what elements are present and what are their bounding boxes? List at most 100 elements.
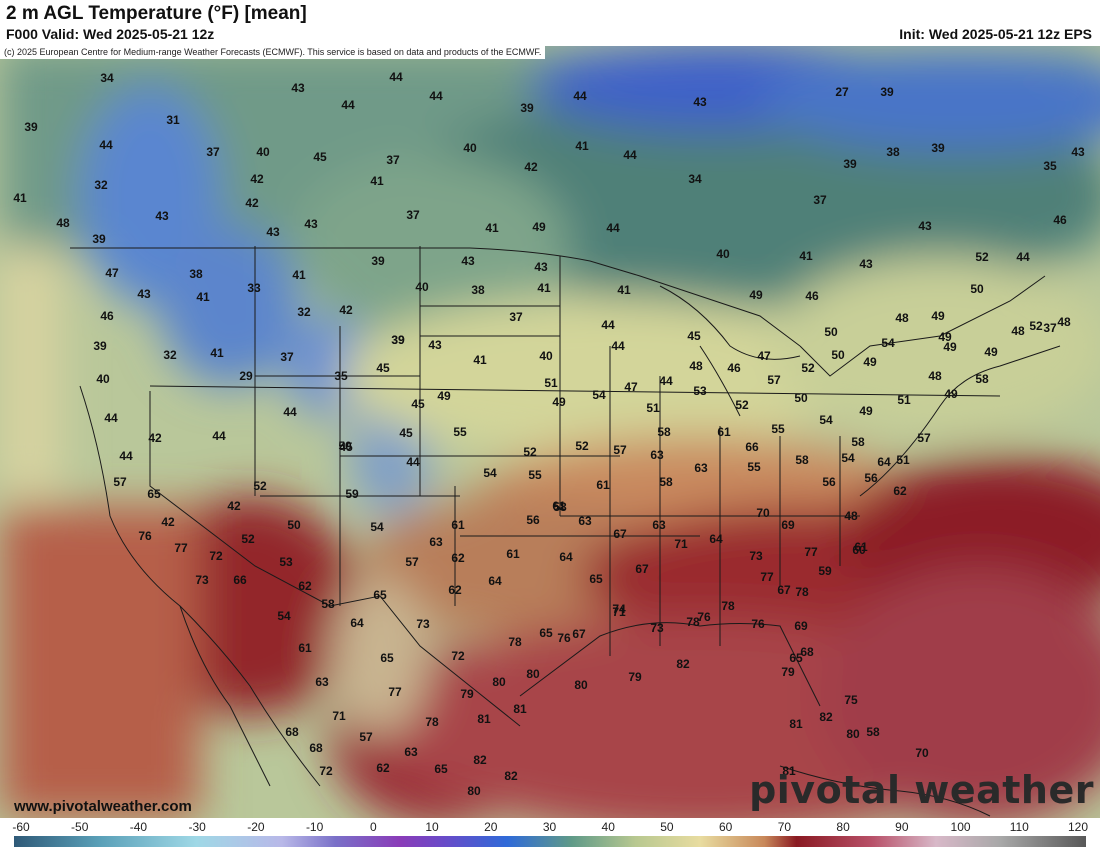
- temperature-value-label: 51: [646, 401, 660, 415]
- temperature-value-label: 40: [96, 372, 110, 386]
- temperature-value-label: 41: [617, 283, 631, 297]
- temperature-value-label: 62: [298, 579, 312, 593]
- color-scale: -60 -50 -40 -30 -20 -10 0 10 20 30 40 50 60 70 80 90 100…: [0, 818, 1100, 850]
- temperature-value-label: 49: [931, 309, 945, 323]
- temperature-value-label: 41: [292, 268, 306, 282]
- temperature-value-label: 53: [693, 384, 707, 398]
- temperature-value-label: 72: [209, 549, 223, 563]
- temperature-value-label: 44: [341, 98, 355, 112]
- temperature-map: 34 44 43 44 44 44 39 43 27 39 39 31 44 37 40 45 40 41 44 37…: [0, 46, 1100, 818]
- temperature-value-label: 71: [612, 605, 626, 619]
- temperature-value-label: 40: [415, 280, 429, 294]
- temperature-value-label: 45: [399, 426, 413, 440]
- temperature-value-label: 38: [189, 267, 203, 281]
- temperature-value-label: 68: [285, 725, 299, 739]
- temperature-value-label: 64: [709, 532, 723, 546]
- temperature-value-label: 39: [880, 85, 894, 99]
- temperature-value-label: 57: [405, 555, 419, 569]
- temperature-value-label: 78: [721, 599, 735, 613]
- temperature-value-label: 49: [984, 345, 998, 359]
- temperature-value-label: 42: [250, 172, 264, 186]
- temperature-value-label: 43: [1071, 145, 1085, 159]
- temperature-value-label: 62: [376, 761, 390, 775]
- temperature-value-label: 39: [843, 157, 857, 171]
- temperature-value-label: 33: [247, 281, 261, 295]
- temperature-value-label: 61: [552, 499, 566, 513]
- temperature-value-label: 64: [877, 455, 891, 469]
- temperature-value-label: 55: [528, 468, 542, 482]
- temperature-value-label: 57: [359, 730, 373, 744]
- temperature-value-label: 60: [852, 543, 866, 557]
- temperature-value-label: 78: [508, 635, 522, 649]
- temperature-value-label: 77: [388, 685, 402, 699]
- temperature-value-label: 48: [844, 509, 858, 523]
- color-scale-tick-label: 100: [950, 820, 971, 834]
- temperature-value-label: 63: [429, 535, 443, 549]
- temperature-value-label: 50: [338, 439, 352, 453]
- website-link[interactable]: www.pivotalweather.com: [14, 798, 192, 815]
- temperature-value-label: 46: [805, 289, 819, 303]
- temperature-value-label: 62: [448, 583, 462, 597]
- temperature-value-label: 46: [1053, 213, 1067, 227]
- temperature-value-label: 39: [931, 141, 945, 155]
- temperature-value-label: 67: [777, 583, 791, 597]
- temperature-value-label: 61: [506, 547, 520, 561]
- temperature-value-label: 40: [256, 145, 270, 159]
- temperature-value-label: 39: [371, 254, 385, 268]
- temperature-value-label: 58: [975, 372, 989, 386]
- temperature-value-label: 77: [760, 570, 774, 584]
- temperature-value-label: 41: [196, 290, 210, 304]
- temperature-value-label: 44: [606, 221, 620, 235]
- temperature-value-label: 61: [596, 478, 610, 492]
- temperature-value-label: 54: [841, 451, 855, 465]
- temperature-value-label: 46: [727, 361, 741, 375]
- temperature-value-label: 77: [804, 545, 818, 559]
- temperature-value-label: 39: [520, 101, 534, 115]
- temperature-value-label: 66: [233, 573, 247, 587]
- temperature-value-label: 44: [659, 374, 673, 388]
- temperature-value-label: 43: [428, 338, 442, 352]
- temperature-value-label: 39: [24, 120, 38, 134]
- temperature-value-label: 80: [846, 727, 860, 741]
- temperature-value-label: 79: [460, 687, 474, 701]
- color-scale-tick-label: 10: [425, 820, 439, 834]
- temperature-value-label: 67: [572, 627, 586, 641]
- temperature-value-label: 51: [896, 453, 910, 467]
- temperature-value-label: 49: [943, 340, 957, 354]
- color-scale-tick-label: 120: [1067, 820, 1089, 834]
- temperature-value-label: 65: [434, 762, 448, 776]
- temperature-value-label: 74: [612, 602, 626, 616]
- temperature-value-label: 55: [771, 422, 785, 436]
- color-scale-tick-label: 70: [777, 820, 792, 834]
- temperature-value-label: 42: [148, 431, 162, 445]
- temperature-value-label: 41: [799, 249, 813, 263]
- temperature-value-label: 72: [451, 649, 465, 663]
- temperature-value-label: 56: [822, 475, 836, 489]
- temperature-value-label: 34: [688, 172, 702, 186]
- temperature-value-label: 44: [119, 449, 133, 463]
- temperature-value-label: 45: [376, 361, 390, 375]
- temperature-value-label: 43: [693, 95, 707, 109]
- color-scale-tick-label: -10: [305, 820, 324, 834]
- temperature-value-label: 43: [137, 287, 151, 301]
- temperature-value-label: 42: [227, 499, 241, 513]
- temperature-value-label: 32: [297, 305, 311, 319]
- temperature-value-label: 41: [370, 174, 384, 188]
- temperature-value-label: 40: [539, 349, 553, 363]
- temperature-value-label: 65: [789, 651, 803, 665]
- temperature-value-label: 76: [557, 631, 571, 645]
- temperature-value-label: 49: [749, 288, 763, 302]
- color-scale-tick-label: 60: [718, 820, 733, 834]
- temperature-value-label: 82: [473, 753, 487, 767]
- temperature-value-label: 73: [749, 549, 763, 563]
- temperature-value-label: 48: [1057, 315, 1071, 329]
- temperature-value-label: 43: [266, 225, 280, 239]
- temperature-value-label: 59: [345, 487, 359, 501]
- temperature-value-label: 55: [453, 425, 467, 439]
- color-scale-tick-label: 110: [1009, 820, 1029, 834]
- temperature-value-label: 39: [391, 333, 405, 347]
- map-header: 2 m AGL Temperature (°F) [mean] F000 Val…: [0, 0, 1100, 46]
- temperature-value-label: 69: [781, 518, 795, 532]
- map-svg: 34 44 43 44 44 44 39 43 27 39 39 31 44 37 40 45 40 41 44 37…: [0, 46, 1100, 818]
- temperature-value-label: 44: [573, 89, 587, 103]
